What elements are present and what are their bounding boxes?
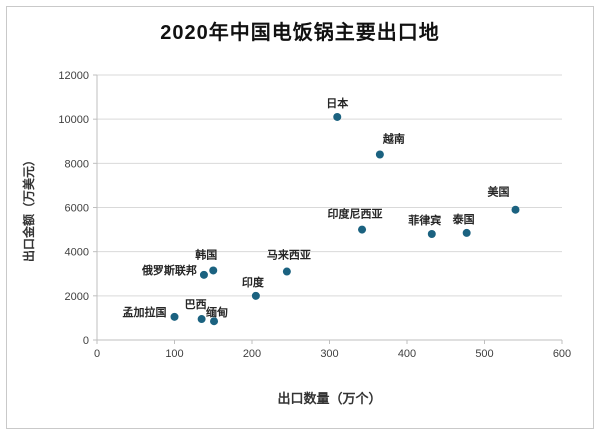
- x-tick-label: 100: [165, 348, 183, 360]
- data-point: [197, 315, 206, 324]
- data-point-label: 日本: [326, 96, 348, 110]
- chart-title: 2020年中国电饭锅主要出口地: [160, 22, 440, 44]
- data-point: [511, 205, 520, 214]
- data-point-label: 巴西: [185, 298, 207, 311]
- y-tick-label: 12000: [58, 70, 89, 82]
- y-tick-label: 2000: [65, 291, 89, 303]
- data-point-label: 菲律宾: [408, 213, 441, 227]
- data-point: [427, 230, 436, 238]
- x-axis-title: 出口数量（万个）: [277, 391, 382, 406]
- data-point-label: 俄罗斯联邦: [141, 263, 197, 277]
- y-tick-label: 0: [83, 335, 89, 347]
- data-point-label: 缅甸: [206, 305, 228, 319]
- y-tick-label: 10000: [58, 114, 89, 126]
- data-point-label: 孟加拉国: [123, 305, 167, 319]
- x-tick-label: 500: [475, 348, 493, 360]
- data-point: [210, 317, 219, 326]
- data-point-label: 泰国: [452, 212, 475, 226]
- data-point: [333, 112, 342, 121]
- data-point: [209, 266, 218, 275]
- data-point-label: 韩国: [195, 247, 217, 261]
- data-point-label: 越南: [382, 132, 405, 146]
- data-point-label: 印度: [242, 275, 265, 289]
- data-point: [251, 291, 260, 300]
- data-point: [282, 267, 291, 276]
- x-tick-label: 400: [398, 348, 416, 360]
- data-point: [170, 312, 179, 321]
- y-tick-label: 8000: [65, 158, 89, 170]
- x-tick-label: 600: [553, 348, 571, 360]
- data-point: [462, 228, 471, 237]
- data-point-label: 美国: [488, 185, 510, 199]
- chart-frame: [6, 6, 594, 429]
- data-point-label: 印度尼西亚: [328, 207, 383, 221]
- data-point: [358, 225, 367, 234]
- y-tick-label: 4000: [65, 247, 89, 259]
- x-tick-label: 0: [94, 348, 100, 360]
- x-tick-label: 200: [243, 348, 261, 360]
- y-tick-label: 6000: [65, 203, 89, 215]
- data-point: [199, 270, 208, 279]
- data-point-label: 马来西亚: [267, 248, 311, 262]
- x-tick-label: 300: [320, 348, 338, 360]
- data-point: [375, 150, 384, 159]
